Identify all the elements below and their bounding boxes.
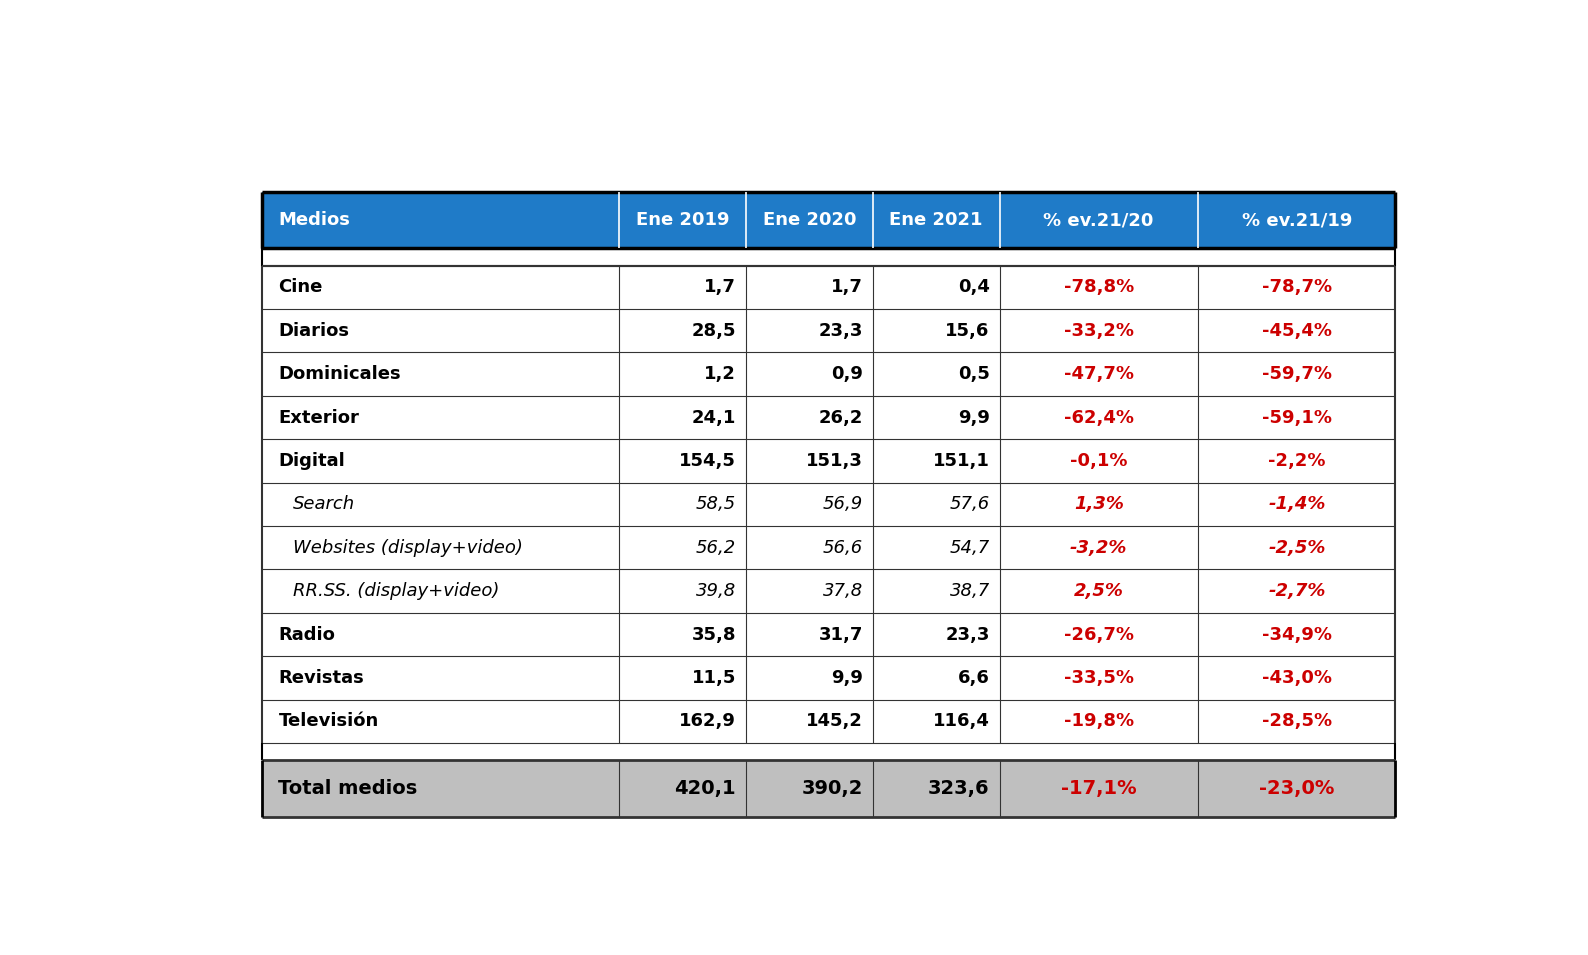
Bar [262,265,1394,309]
Text: -43,0%: -43,0% [1262,668,1332,687]
Text: -1,4%: -1,4% [1269,496,1326,514]
Text: 54,7: 54,7 [950,539,989,557]
Text: 0,4: 0,4 [958,278,989,296]
Text: Websites (display+video): Websites (display+video) [294,539,522,557]
Bar [262,656,1394,700]
Text: -3,2%: -3,2% [1070,539,1127,557]
Text: Ene 2020: Ene 2020 [762,211,856,229]
Text: Medios: Medios [278,211,351,229]
Bar [262,439,1394,482]
Text: 56,6: 56,6 [823,539,862,557]
Text: 2,5%: 2,5% [1073,583,1124,600]
Text: -59,1%: -59,1% [1262,409,1332,427]
Bar [262,192,1394,248]
Text: 0,9: 0,9 [831,365,862,383]
Bar [262,743,1394,760]
Text: -34,9%: -34,9% [1262,626,1332,644]
Text: RR.SS. (display+video): RR.SS. (display+video) [294,583,500,600]
Text: -59,7%: -59,7% [1262,365,1332,383]
Text: Ene 2019: Ene 2019 [635,211,729,229]
Text: -47,7%: -47,7% [1064,365,1134,383]
Bar [262,352,1394,395]
Text: 145,2: 145,2 [807,712,862,731]
Text: Digital: Digital [278,452,345,470]
Text: -2,5%: -2,5% [1269,539,1326,557]
Text: Exterior: Exterior [278,409,359,427]
Text: 28,5: 28,5 [692,322,737,340]
Text: % ev.21/19: % ev.21/19 [1242,211,1351,229]
Bar [262,482,1394,526]
Text: 56,2: 56,2 [696,539,737,557]
Text: Total medios: Total medios [278,779,418,798]
Text: 1,2: 1,2 [703,365,737,383]
Text: Radio: Radio [278,626,335,644]
Text: Revistas: Revistas [278,668,364,687]
Bar [262,569,1394,613]
Text: -33,2%: -33,2% [1064,322,1134,340]
Text: 39,8: 39,8 [696,583,737,600]
Bar [262,395,1394,439]
Text: 35,8: 35,8 [692,626,737,644]
Text: 38,7: 38,7 [950,583,989,600]
Bar [262,613,1394,656]
Text: 26,2: 26,2 [818,409,862,427]
Text: -19,8%: -19,8% [1064,712,1134,731]
Text: % ev.21/20: % ev.21/20 [1043,211,1154,229]
Text: 154,5: 154,5 [680,452,737,470]
Text: 31,7: 31,7 [818,626,862,644]
Text: 6,6: 6,6 [958,668,989,687]
Text: -45,4%: -45,4% [1262,322,1332,340]
Bar [262,526,1394,569]
Text: 151,3: 151,3 [807,452,862,470]
Text: 24,1: 24,1 [692,409,737,427]
Text: Dominicales: Dominicales [278,365,402,383]
Text: 9,9: 9,9 [958,409,989,427]
Text: 9,9: 9,9 [831,668,862,687]
Text: -62,4%: -62,4% [1064,409,1134,427]
Text: -2,7%: -2,7% [1269,583,1326,600]
Bar [262,248,1394,265]
Text: 151,1: 151,1 [932,452,989,470]
Text: -2,2%: -2,2% [1269,452,1326,470]
Text: -17,1%: -17,1% [1061,779,1137,798]
Text: Diarios: Diarios [278,322,349,340]
Text: 162,9: 162,9 [680,712,737,731]
Text: 15,6: 15,6 [945,322,989,340]
Text: Search: Search [294,496,356,514]
Text: 390,2: 390,2 [802,779,862,798]
Text: 23,3: 23,3 [945,626,989,644]
Text: -23,0%: -23,0% [1259,779,1334,798]
Text: Ene 2021: Ene 2021 [889,211,983,229]
Text: 420,1: 420,1 [675,779,737,798]
Text: 1,7: 1,7 [703,278,737,296]
Text: 323,6: 323,6 [927,779,989,798]
Bar [262,760,1394,817]
Text: Cine: Cine [278,278,322,296]
Text: -26,7%: -26,7% [1064,626,1134,644]
Bar [262,309,1394,352]
Text: 1,7: 1,7 [831,278,862,296]
Text: 1,3%: 1,3% [1073,496,1124,514]
Text: -78,8%: -78,8% [1064,278,1134,296]
Text: 0,5: 0,5 [958,365,989,383]
Text: -33,5%: -33,5% [1064,668,1134,687]
Text: -0,1%: -0,1% [1070,452,1127,470]
Text: 56,9: 56,9 [823,496,862,514]
Text: 11,5: 11,5 [692,668,737,687]
Text: 37,8: 37,8 [823,583,862,600]
Bar [262,700,1394,743]
Text: -78,7%: -78,7% [1262,278,1332,296]
Text: 58,5: 58,5 [696,496,737,514]
Text: -28,5%: -28,5% [1262,712,1332,731]
Text: 57,6: 57,6 [950,496,989,514]
Text: 23,3: 23,3 [818,322,862,340]
Text: 116,4: 116,4 [932,712,989,731]
Text: Televisión: Televisión [278,712,380,731]
